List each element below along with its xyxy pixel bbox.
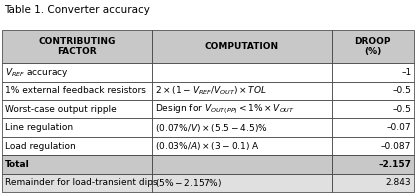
Bar [2, 174, 152, 192]
Bar [332, 137, 414, 155]
Text: $(0.07\%/V) \times (5.5 - 4.5)\%$: $(0.07\%/V) \times (5.5 - 4.5)\%$ [155, 122, 267, 134]
Text: Design for $V_{OUT(PP)} < 1\% \times V_{OUT}$: Design for $V_{OUT(PP)} < 1\% \times V_{… [155, 102, 295, 116]
Text: Load regulation: Load regulation [5, 142, 75, 151]
Text: DROOP
(%): DROOP (%) [354, 37, 391, 56]
Text: –0.087: –0.087 [381, 142, 411, 151]
Bar [332, 100, 414, 118]
Text: $(5\% - 2.157\%)$: $(5\% - 2.157\%)$ [155, 177, 222, 189]
Bar [2, 100, 152, 118]
Bar [152, 63, 332, 82]
Text: $(0.03\%/A) \times (3 - 0.1)$ A: $(0.03\%/A) \times (3 - 0.1)$ A [155, 140, 260, 152]
Bar [2, 137, 152, 155]
Text: Worst-case output ripple: Worst-case output ripple [5, 105, 116, 114]
Bar [152, 82, 332, 100]
Bar [332, 174, 414, 192]
Bar [2, 30, 152, 63]
Text: –2.157: –2.157 [379, 160, 411, 169]
Text: –1: –1 [401, 68, 411, 77]
Bar [2, 155, 152, 174]
Bar [332, 118, 414, 137]
Text: COMPUTATION: COMPUTATION [205, 42, 279, 51]
Bar [2, 63, 152, 82]
Bar [332, 63, 414, 82]
Text: 2.843: 2.843 [386, 178, 411, 187]
Text: 1% external feedback resistors: 1% external feedback resistors [5, 86, 146, 95]
Text: Line regulation: Line regulation [5, 123, 73, 132]
Bar [152, 30, 332, 63]
Bar [2, 82, 152, 100]
Bar [152, 118, 332, 137]
Bar [332, 30, 414, 63]
Text: –0.5: –0.5 [393, 105, 411, 114]
Text: Remainder for load-transient dips: Remainder for load-transient dips [5, 178, 157, 187]
Text: Total: Total [5, 160, 29, 169]
Text: –0.07: –0.07 [387, 123, 411, 132]
Text: $2 \times (1-V_{REF}/V_{OUT}) \times TOL$: $2 \times (1-V_{REF}/V_{OUT}) \times TOL… [155, 85, 267, 97]
Bar [152, 174, 332, 192]
Bar [332, 155, 414, 174]
Text: CONTRIBUTING
FACTOR: CONTRIBUTING FACTOR [39, 37, 116, 56]
Text: $V_{REF}$ accuracy: $V_{REF}$ accuracy [5, 66, 68, 79]
Text: –0.5: –0.5 [393, 86, 411, 95]
Text: Table 1. Converter accuracy: Table 1. Converter accuracy [4, 5, 150, 15]
Bar [332, 82, 414, 100]
Bar [2, 118, 152, 137]
Bar [152, 137, 332, 155]
Bar [152, 155, 332, 174]
Bar [152, 100, 332, 118]
